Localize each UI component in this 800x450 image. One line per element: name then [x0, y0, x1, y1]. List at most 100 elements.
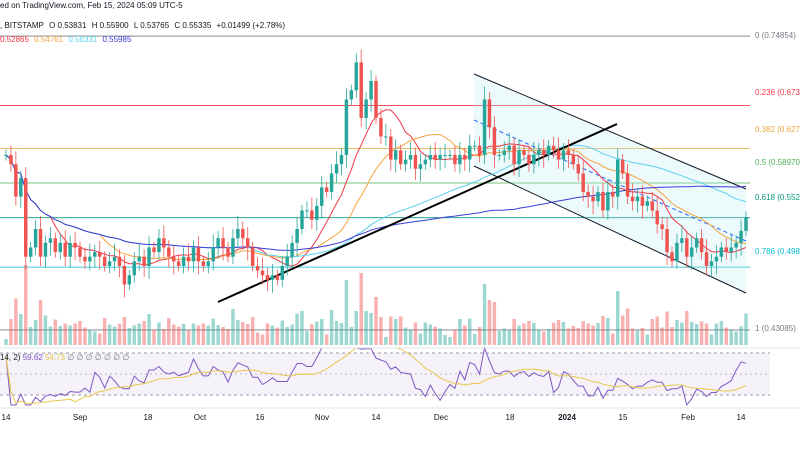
rsi-panel — [0, 346, 770, 407]
volume-bar — [408, 329, 413, 345]
candle-body — [522, 150, 526, 155]
candle-body — [142, 256, 146, 266]
candle-body — [566, 150, 571, 155]
volume-bar — [428, 324, 432, 345]
volume-bar — [58, 326, 62, 345]
volume-bar — [635, 330, 640, 345]
candle — [211, 234, 215, 271]
candle — [112, 243, 117, 271]
volume-bar — [606, 318, 610, 345]
x-tick-label: 2024 — [558, 413, 576, 422]
candle-body — [33, 228, 38, 248]
volume-bar — [231, 309, 235, 345]
volume-bar — [221, 327, 225, 345]
fib-label-text: 0.382 (0.62713) — [755, 125, 800, 134]
volume-bar — [537, 329, 541, 345]
volume-bar — [704, 323, 709, 345]
candle — [176, 255, 181, 272]
candle-body — [384, 136, 388, 138]
channel-upper-line[interactable] — [473, 73, 747, 190]
candle-body — [236, 228, 240, 239]
candle — [635, 189, 640, 213]
candle — [719, 241, 724, 263]
candle-body — [102, 256, 107, 266]
volume-bar — [403, 327, 408, 345]
ma-blue-value: 0.55985 — [102, 35, 132, 44]
volume-bar — [616, 291, 620, 345]
fib-label-05: 0.5 (0.58970) — [755, 158, 800, 167]
candle-body — [265, 275, 270, 280]
candle-body — [28, 247, 33, 257]
candle — [739, 219, 743, 256]
ma-red-value: 0.52865 — [0, 35, 29, 44]
candle — [107, 252, 112, 274]
candle-body — [724, 247, 728, 253]
candle — [606, 179, 610, 220]
volume-bar — [43, 315, 48, 345]
candle — [147, 236, 151, 279]
candle — [394, 139, 398, 173]
fib-label-text: 0 (0.74854) — [755, 31, 796, 40]
candle — [448, 149, 452, 161]
candle-body — [438, 154, 442, 160]
candle-body — [63, 242, 67, 257]
volume-bar — [453, 330, 457, 345]
candle-body — [606, 191, 610, 211]
candle-body — [492, 127, 497, 155]
volume-bar — [384, 337, 388, 345]
volume-bar — [517, 325, 521, 345]
candle-body — [398, 150, 403, 165]
candle-body — [329, 173, 334, 192]
candle-body — [58, 242, 62, 253]
volume-bar — [315, 321, 319, 345]
candle — [729, 234, 733, 262]
candle — [694, 232, 699, 254]
candle — [216, 230, 220, 259]
volume-bar — [448, 337, 452, 345]
candle-body — [744, 216, 748, 231]
candle-body — [694, 238, 699, 248]
trendline[interactable] — [217, 123, 618, 303]
candle-body — [226, 247, 230, 257]
candle-body — [699, 238, 704, 253]
candle — [546, 140, 551, 161]
volume-bar — [680, 322, 684, 345]
volume-bar — [246, 324, 250, 345]
candle — [561, 142, 566, 171]
x-tick-label: 14 — [1, 413, 11, 422]
header-high: H 0.55900 — [91, 21, 129, 30]
candle-body — [576, 164, 580, 174]
volume-bar — [250, 317, 255, 345]
candle — [206, 252, 210, 274]
candle-body — [132, 261, 136, 276]
candle-body — [270, 275, 275, 280]
candle-body — [448, 154, 452, 156]
fib-label-text: 0.618 (0.55222) — [755, 193, 800, 202]
candle — [423, 154, 428, 170]
volume-bar — [241, 322, 245, 345]
volume-bar — [739, 326, 743, 345]
volume-bar — [112, 326, 117, 345]
candle — [620, 154, 625, 180]
channel-lower-line[interactable] — [473, 165, 747, 294]
candle — [167, 240, 171, 268]
volume-bar — [596, 323, 600, 345]
candle-body — [408, 154, 413, 160]
fib-label-text: 0.5 (0.58970) — [755, 158, 800, 167]
volume-bar — [591, 325, 595, 345]
candle — [9, 145, 13, 172]
candle-body — [241, 228, 245, 239]
volume-bar — [186, 330, 191, 345]
candle — [537, 142, 541, 167]
candle-body — [561, 150, 566, 160]
volume-bar — [176, 326, 181, 345]
volume-bar — [729, 329, 733, 345]
volume-bar — [487, 300, 492, 345]
volume-bar — [571, 326, 576, 345]
candle — [542, 139, 546, 168]
x-tick-label: 14 — [736, 413, 746, 422]
volume-bar — [157, 322, 161, 345]
candle-body — [379, 117, 383, 137]
candle — [236, 216, 240, 248]
